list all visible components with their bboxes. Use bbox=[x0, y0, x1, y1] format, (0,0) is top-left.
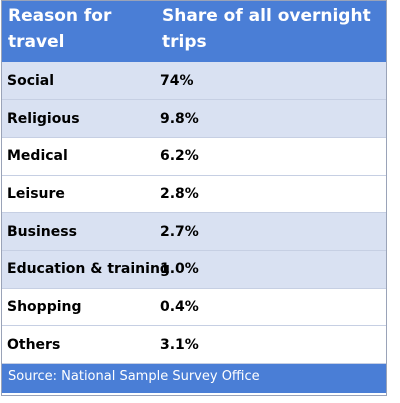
travel-reasons-table: Reason for travel Share of all overnight… bbox=[2, 1, 386, 364]
data-table-panel: Reason for travel Share of all overnight… bbox=[1, 0, 387, 396]
reason-cell: Leisure bbox=[2, 175, 156, 214]
column-header-reason: Reason for travel bbox=[2, 1, 156, 62]
table-row: Business 2.7% bbox=[2, 212, 386, 251]
reason-cell: Education & training bbox=[2, 250, 170, 289]
column-header-share: Share of all overnight trips bbox=[156, 1, 386, 62]
reason-cell: Shopping bbox=[2, 288, 156, 327]
share-cell: 0.4% bbox=[156, 288, 386, 327]
table-row: Shopping 0.4% bbox=[2, 288, 386, 327]
share-cell: 2.7% bbox=[156, 212, 386, 251]
table-row: Others 3.1% bbox=[2, 325, 386, 364]
share-cell: 3.1% bbox=[156, 325, 386, 364]
header-row: Reason for travel Share of all overnight… bbox=[2, 1, 386, 62]
reason-cell: Religious bbox=[2, 99, 156, 138]
reason-cell: Medical bbox=[2, 137, 156, 176]
source-note: Source: National Sample Survey Office bbox=[2, 364, 386, 393]
table-row: Social 74% bbox=[2, 62, 386, 101]
share-cell: 2.8% bbox=[156, 175, 386, 214]
table-row: Leisure 2.8% bbox=[2, 175, 386, 214]
share-cell: 6.2% bbox=[156, 137, 386, 176]
table-row: Religious 9.8% bbox=[2, 99, 386, 138]
table-row: Medical 6.2% bbox=[2, 137, 386, 176]
reason-cell: Business bbox=[2, 212, 156, 251]
share-cell: 9.8% bbox=[156, 99, 386, 138]
share-cell: 1.0% bbox=[156, 250, 386, 289]
share-cell: 74% bbox=[156, 62, 386, 101]
table-row: Education & training 1.0% bbox=[2, 250, 386, 289]
reason-cell: Social bbox=[2, 62, 156, 101]
reason-cell: Others bbox=[2, 325, 156, 364]
